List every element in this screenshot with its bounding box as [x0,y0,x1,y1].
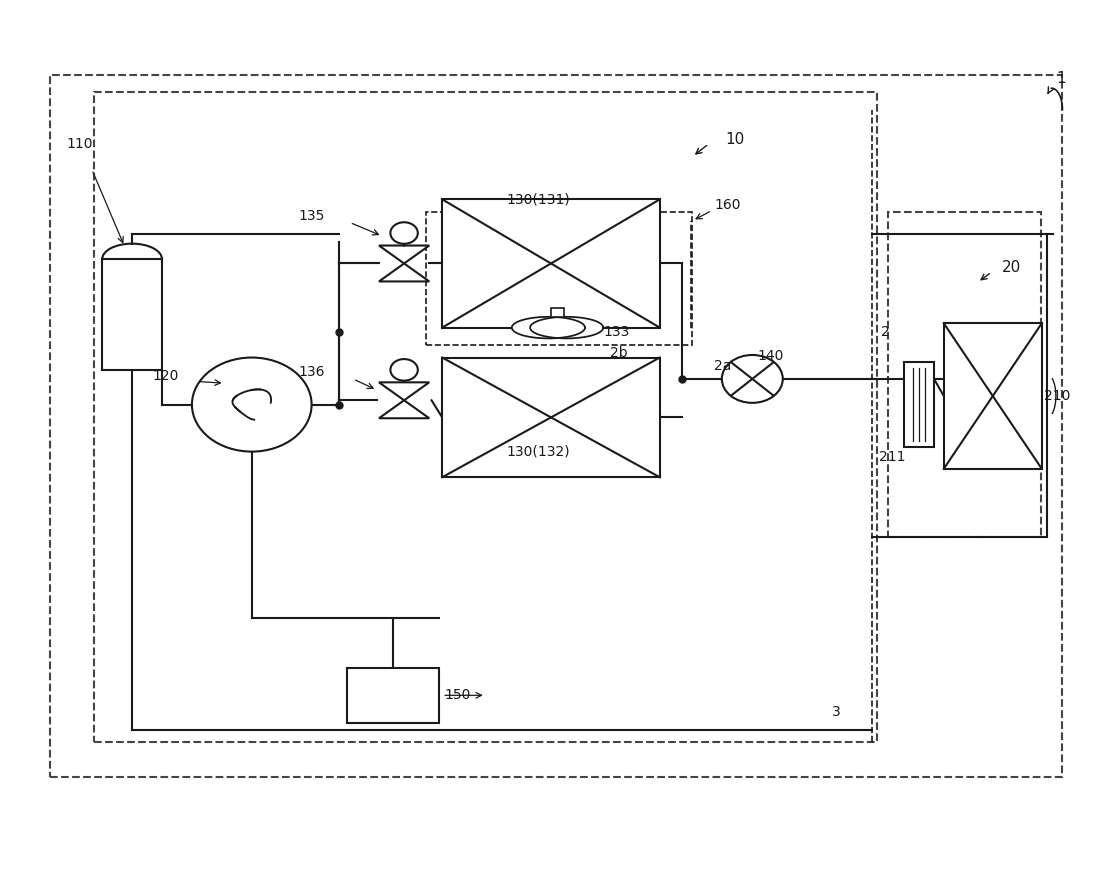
Bar [943,323,1041,468]
Bar [904,362,934,448]
Bar [347,667,440,723]
Circle shape [722,355,782,403]
Polygon shape [379,263,430,282]
Text: 2a: 2a [714,359,732,373]
Text: 133: 133 [603,325,629,339]
Text: 150: 150 [444,688,471,702]
Bar [425,212,692,345]
Text: 160: 160 [714,198,741,212]
Polygon shape [530,317,603,338]
Text: 120: 120 [152,369,179,383]
Polygon shape [511,317,585,338]
Bar [94,92,877,742]
Bar [102,259,162,370]
Polygon shape [379,401,430,418]
Text: 130(131): 130(131) [506,192,570,206]
Text: 211: 211 [879,450,906,464]
Text: 3: 3 [832,706,841,720]
Text: 110: 110 [67,136,94,150]
Text: 1: 1 [1056,71,1066,86]
Text: 130(132): 130(132) [506,445,570,459]
Text: 2b: 2b [609,346,627,361]
Text: 2: 2 [880,325,889,339]
Text: 10: 10 [725,132,744,147]
Bar [551,308,563,317]
Text: 210: 210 [1044,389,1070,403]
Polygon shape [379,382,430,401]
Text: 136: 136 [299,365,325,379]
Bar [442,199,660,328]
Bar [888,212,1040,537]
Bar [442,357,660,477]
Text: 135: 135 [299,209,325,222]
Polygon shape [379,246,430,263]
Text: 20: 20 [1002,260,1020,275]
Text: 140: 140 [758,348,785,363]
Bar [51,76,1062,777]
